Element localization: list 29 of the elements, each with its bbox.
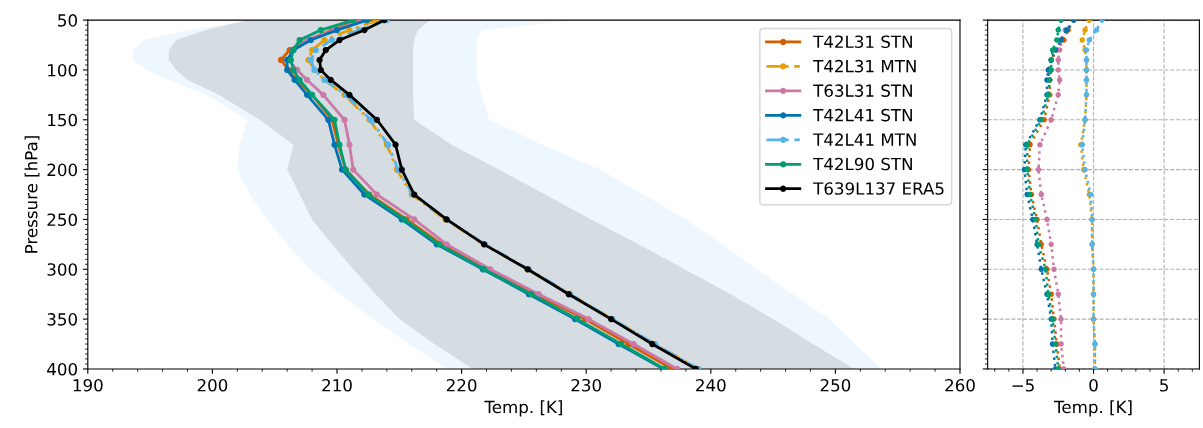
y-tick-label: 50 (58, 14, 77, 27)
x-tick-label: 220 (446, 378, 477, 392)
y-tick-label: 100 (48, 63, 77, 77)
x-tick-label: 260 (945, 378, 975, 392)
x-tick-label: 190 (73, 378, 103, 392)
x-tick-label: 200 (197, 378, 228, 392)
x-tick-label: 230 (571, 378, 601, 392)
y-tick-label: 250 (47, 213, 77, 227)
legend-label: T639L137 ERA5 (813, 182, 944, 195)
y-axis-title: Pressure [hPa] (24, 136, 40, 253)
y-tick-label: 150 (48, 113, 77, 127)
legend-label: T42L41 MTN (813, 133, 916, 146)
x-tick-label: 250 (820, 378, 851, 392)
y-tick-label: 300 (47, 263, 77, 276)
x-tick-label: −5 (1012, 379, 1034, 392)
y-tick-label: 350 (47, 313, 77, 326)
legend-label: T42L31 MTN (813, 59, 916, 73)
x-tick-label: 5 (1160, 379, 1168, 392)
x-axis-title: Temp. [K] (484, 400, 562, 417)
legend-label: T42L41 STN (813, 108, 912, 122)
x-axis-title: Temp. [K] (1054, 400, 1132, 417)
legend-label: T42L90 STN (813, 157, 912, 171)
legend-label: T42L31 STN (813, 35, 912, 49)
x-tick-label: 210 (322, 378, 352, 392)
y-tick-label: 400 (47, 362, 77, 376)
y-tick-label: 200 (47, 163, 77, 177)
x-tick-label: 240 (696, 378, 726, 392)
x-tick-label: 0 (1089, 378, 1098, 392)
legend-label: T63L31 STN (813, 84, 912, 97)
